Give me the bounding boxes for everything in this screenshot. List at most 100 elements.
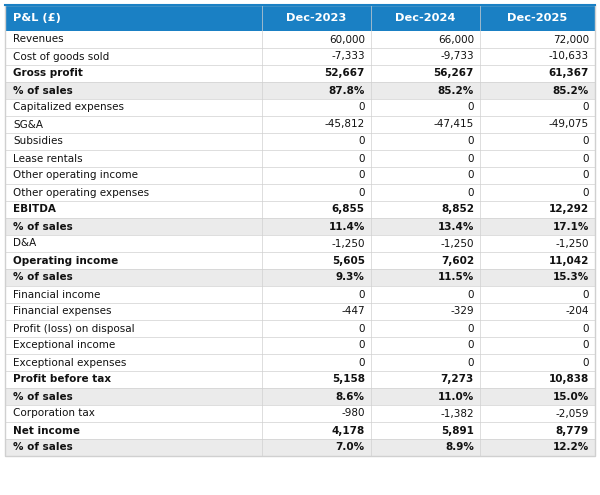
Text: 56,267: 56,267 (434, 68, 474, 79)
Bar (5, 405, 595, 422)
Text: 11.5%: 11.5% (437, 273, 474, 283)
Text: -447: -447 (341, 306, 365, 316)
Text: EBITDA: EBITDA (13, 204, 56, 214)
Bar (5, 286, 595, 303)
Bar (5, 354, 595, 371)
Text: 17.1%: 17.1% (553, 221, 589, 232)
Text: 13.4%: 13.4% (437, 221, 474, 232)
Text: -2,059: -2,059 (556, 408, 589, 418)
Text: 85.2%: 85.2% (553, 86, 589, 96)
Text: -1,250: -1,250 (556, 239, 589, 248)
Bar (5, 235, 595, 252)
Text: Dec-2025: Dec-2025 (508, 13, 568, 23)
Text: -7,333: -7,333 (331, 51, 365, 61)
Text: 0: 0 (583, 341, 589, 350)
Bar (5, 133, 595, 150)
Text: 8,852: 8,852 (441, 204, 474, 214)
Text: 85.2%: 85.2% (437, 86, 474, 96)
Text: 0: 0 (583, 290, 589, 299)
Text: -10,633: -10,633 (549, 51, 589, 61)
Text: % of sales: % of sales (13, 86, 73, 96)
Text: 0: 0 (358, 170, 365, 181)
Bar (5, 252, 595, 269)
Text: -329: -329 (451, 306, 474, 316)
Text: 0: 0 (358, 324, 365, 334)
Text: 0: 0 (583, 102, 589, 112)
Text: 11.4%: 11.4% (328, 221, 365, 232)
Text: 0: 0 (583, 153, 589, 163)
Text: 0: 0 (358, 357, 365, 367)
Bar (5, 269, 595, 286)
Text: 12.2%: 12.2% (553, 443, 589, 452)
Bar (5, 48, 595, 65)
Bar (5, 82, 595, 99)
Text: -1,382: -1,382 (440, 408, 474, 418)
Text: 6,855: 6,855 (332, 204, 365, 214)
Text: Capitalized expenses: Capitalized expenses (13, 102, 124, 112)
Text: % of sales: % of sales (13, 443, 73, 452)
Text: -49,075: -49,075 (549, 119, 589, 130)
Text: 9.3%: 9.3% (336, 273, 365, 283)
Bar (5, 65, 595, 82)
Text: 7,273: 7,273 (440, 375, 474, 385)
Bar (5, 422, 595, 439)
Text: -204: -204 (566, 306, 589, 316)
Text: 11.0%: 11.0% (437, 392, 474, 401)
Text: 15.0%: 15.0% (553, 392, 589, 401)
Bar (5, 5, 595, 31)
Text: Operating income: Operating income (13, 255, 118, 265)
Text: 8.6%: 8.6% (336, 392, 365, 401)
Text: 15.3%: 15.3% (553, 273, 589, 283)
Text: % of sales: % of sales (13, 392, 73, 401)
Text: 5,891: 5,891 (441, 426, 474, 436)
Bar (5, 184, 595, 201)
Bar (5, 371, 595, 388)
Text: 0: 0 (467, 102, 474, 112)
Text: 12,292: 12,292 (549, 204, 589, 214)
Text: Corporation tax: Corporation tax (13, 408, 95, 418)
Text: -47,415: -47,415 (434, 119, 474, 130)
Bar (5, 388, 595, 405)
Text: 0: 0 (467, 188, 474, 198)
Text: 0: 0 (358, 153, 365, 163)
Text: 0: 0 (583, 357, 589, 367)
Text: -1,250: -1,250 (440, 239, 474, 248)
Text: Exceptional expenses: Exceptional expenses (13, 357, 127, 367)
Text: 0: 0 (583, 324, 589, 334)
Text: SG&A: SG&A (13, 119, 43, 130)
Text: -45,812: -45,812 (325, 119, 365, 130)
Text: 0: 0 (467, 290, 474, 299)
Text: Other operating expenses: Other operating expenses (13, 188, 149, 198)
Text: Financial expenses: Financial expenses (13, 306, 112, 316)
Text: 0: 0 (358, 137, 365, 147)
Text: 8.9%: 8.9% (445, 443, 474, 452)
Text: 10,838: 10,838 (549, 375, 589, 385)
Text: D&A: D&A (13, 239, 36, 248)
Text: 87.8%: 87.8% (328, 86, 365, 96)
Text: -980: -980 (341, 408, 365, 418)
Bar (5, 303, 595, 320)
Text: 7,602: 7,602 (441, 255, 474, 265)
Text: % of sales: % of sales (13, 221, 73, 232)
Text: 66,000: 66,000 (438, 35, 474, 45)
Text: P&L (£): P&L (£) (13, 13, 61, 23)
Bar (5, 439, 595, 456)
Bar (5, 218, 595, 235)
Text: -9,733: -9,733 (440, 51, 474, 61)
Text: Exceptional income: Exceptional income (13, 341, 115, 350)
Text: Cost of goods sold: Cost of goods sold (13, 51, 109, 61)
Text: 0: 0 (583, 170, 589, 181)
Text: Other operating income: Other operating income (13, 170, 138, 181)
Text: 0: 0 (583, 188, 589, 198)
Bar (5, 320, 595, 337)
Text: 0: 0 (467, 341, 474, 350)
Text: Net income: Net income (13, 426, 80, 436)
Bar (5, 150, 595, 167)
Text: 0: 0 (358, 290, 365, 299)
Text: 0: 0 (467, 170, 474, 181)
Text: 4,178: 4,178 (332, 426, 365, 436)
Bar (5, 99, 595, 116)
Text: 0: 0 (358, 188, 365, 198)
Text: -1,250: -1,250 (331, 239, 365, 248)
Text: 0: 0 (467, 153, 474, 163)
